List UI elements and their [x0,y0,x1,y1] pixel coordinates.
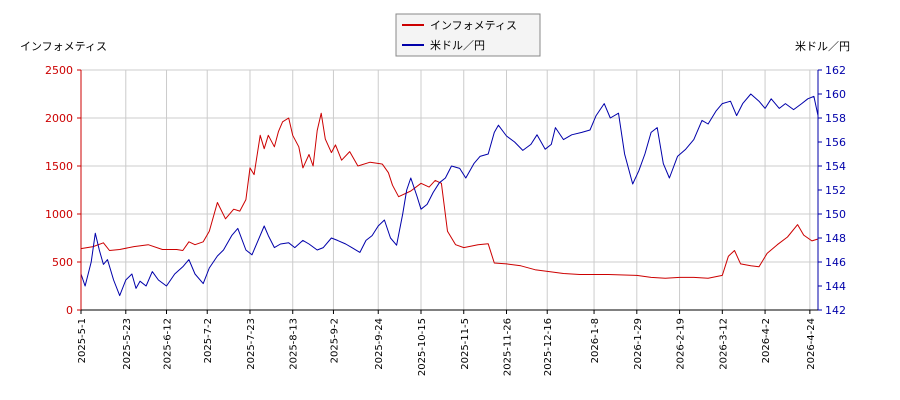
x-tick-label: 2025-7-2 [203,318,214,363]
x-tick-label: 2025-8-13 [289,318,300,370]
right-tick-label: 152 [825,184,846,197]
right-tick-label: 142 [825,304,846,317]
right-tick-label: 158 [825,112,846,125]
legend-label-1: 米ドル／円 [430,39,485,52]
series-line-0 [80,112,819,279]
left-axis-title: インフォメティス [20,40,107,53]
legend-label-0: インフォメティス [430,19,517,32]
left-tick-label: 0 [66,304,73,317]
left-tick-label: 2500 [45,64,73,77]
x-tick-label: 2025-12-16 [543,318,554,376]
grid [80,69,818,311]
series-layer [80,93,819,297]
right-tick-label: 156 [825,136,846,149]
x-tick-label: 2025-9-24 [374,318,385,370]
x-tick-label: 2025-9-2 [329,318,340,363]
left-tick-label: 1000 [45,208,73,221]
x-tick-label: 2026-1-29 [633,318,644,370]
right-tick-label: 162 [825,64,846,77]
x-tick-label: 2026-3-12 [718,318,729,370]
series-line-1 [80,93,819,297]
axes: 0 500 1000 1500 2000 2500 142 144 146 148 150 152 15… [45,64,846,376]
left-tick-label: 1500 [45,160,73,173]
right-tick-label: 154 [825,160,846,173]
right-tick-label: 144 [825,280,846,293]
x-tick-label: 2025-11-26 [503,318,514,376]
x-tick-label: 2025-5-23 [122,318,133,370]
x-tick-label: 2025-5-1 [77,318,88,363]
x-tick-label: 2025-11-5 [460,318,471,370]
x-tick-label: 2025-10-15 [417,318,428,376]
legend: インフォメティス 米ドル／円 [395,13,541,57]
x-tick-label: 2026-4-2 [761,318,772,363]
x-tick-label: 2026-1-8 [590,318,601,363]
right-tick-label: 148 [825,232,846,245]
x-tick-label: 2026-2-19 [676,318,687,370]
right-tick-label: 160 [825,88,846,101]
left-tick-label: 2000 [45,112,73,125]
x-tick-label: 2026-4-24 [806,318,817,370]
plot-area [81,70,818,310]
legend-box [395,13,541,57]
x-tick-label: 2025-6-12 [163,318,174,370]
right-axis-title: 米ドル／円 [795,40,850,53]
right-tick-label: 146 [825,256,846,269]
right-tick-label: 150 [825,208,846,221]
x-tick-label: 2025-7-23 [246,318,257,370]
left-tick-label: 500 [52,256,73,269]
